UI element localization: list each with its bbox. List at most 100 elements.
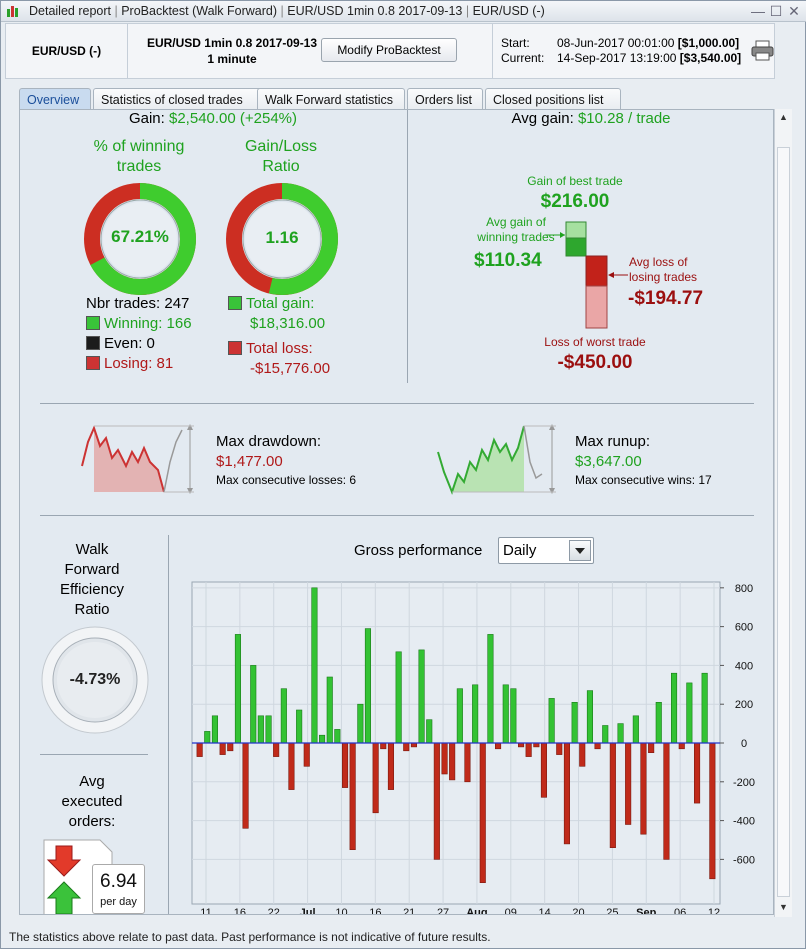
x-tick-label: 22: [268, 907, 280, 915]
window-title: Detailed report | ProBacktest (Walk Forw…: [29, 4, 545, 18]
bar: [464, 742, 471, 783]
vertical-divider: [407, 110, 408, 383]
scroll-up-arrow[interactable]: ▲: [779, 112, 788, 122]
bar: [196, 742, 203, 757]
bar: [701, 672, 708, 744]
total-loss-value: -$15,776.00: [250, 360, 331, 377]
best-trade-value: $216.00: [540, 191, 610, 212]
runup-sparkline: [437, 424, 556, 495]
bar: [563, 742, 571, 845]
winning-count: Winning: 166: [104, 315, 192, 332]
avg-orders-title: Avg executed orders:: [61, 773, 123, 830]
bar: [211, 715, 219, 744]
bar: [640, 742, 647, 835]
bar: [594, 742, 601, 750]
vertical-divider: [168, 535, 169, 914]
bar: [227, 742, 234, 752]
start-label: Start:: [501, 36, 530, 50]
x-tick-label: 12: [708, 907, 720, 915]
trade-range-diagram: [545, 221, 615, 329]
x-tick-label: 16: [369, 907, 381, 915]
bar: [548, 698, 555, 744]
x-tick-label: 11: [200, 907, 211, 915]
max-drawdown-value: $1,477.00: [216, 453, 283, 470]
bar: [349, 742, 356, 850]
start-capital: [$1,000.00]: [677, 36, 740, 50]
x-tick-label: Sep: [636, 907, 656, 915]
loss-swatch: [228, 341, 242, 355]
title-bar: Detailed report | ProBacktest (Walk Forw…: [1, 1, 806, 22]
bar: [273, 742, 280, 757]
total-gain-value: $18,316.00: [250, 315, 326, 332]
maximize-button[interactable]: ☐: [769, 3, 783, 19]
tab-statistics-closed-trades[interactable]: Statistics of closed trades: [93, 88, 269, 110]
trade-counts: Nbr trades: 247 Winning: 166 Even: 0 Los…: [86, 294, 192, 374]
per-day-label: per day: [100, 896, 137, 908]
bar: [403, 742, 410, 752]
tab-orders-list[interactable]: Orders list: [407, 88, 483, 110]
bar: [456, 688, 463, 744]
bar: [663, 742, 670, 860]
title-part: EUR/USD (-): [472, 4, 545, 18]
avg-gain-value: $10.28 / trade: [577, 110, 671, 127]
x-tick-label: Aug: [466, 907, 487, 915]
bar: [617, 723, 624, 744]
bar: [242, 742, 249, 829]
bar: [380, 742, 387, 750]
bar: [280, 688, 287, 744]
avg-loss-label: Avg loss of losing trades: [629, 255, 698, 284]
current-date: 14-Sep-2017 13:19:00: [557, 51, 677, 65]
x-tick-label: 20: [572, 907, 584, 915]
drawdown-sparkline: [81, 424, 194, 494]
even-swatch: [86, 336, 100, 350]
current-capital: [$3,540.00]: [679, 51, 742, 65]
bar: [342, 742, 349, 788]
best-trade-label: Gain of best trade: [527, 174, 623, 188]
wfe-value: -4.73%: [69, 671, 121, 688]
period-select-value: Daily: [503, 542, 537, 559]
tab-closed-positions-list[interactable]: Closed positions list: [485, 88, 621, 110]
close-button[interactable]: ✕: [788, 3, 800, 19]
section-divider: [40, 403, 754, 404]
winning-donut: [84, 183, 196, 295]
bar: [655, 702, 662, 744]
bar: [219, 742, 226, 755]
x-tick-label: 21: [403, 907, 415, 915]
bar: [487, 634, 494, 744]
gain-label: Gain:: [128, 110, 165, 127]
dates-block: Start: 08-Jun-2017 00:01:00 [$1,000.00] C…: [501, 36, 741, 66]
bar: [357, 703, 364, 744]
title-part: EUR/USD 1min 0.8 2017-09-13: [287, 4, 463, 18]
bar: [648, 742, 655, 753]
scroll-down-arrow[interactable]: ▼: [779, 902, 788, 912]
bar: [204, 731, 211, 744]
winning-swatch: [86, 316, 100, 330]
bar: [296, 709, 303, 744]
bar: [540, 742, 548, 798]
chevron-down-icon[interactable]: [569, 540, 591, 561]
bar: [670, 672, 678, 744]
losing-count: Losing: 81: [104, 355, 174, 372]
printer-icon[interactable]: [751, 40, 775, 68]
strategy-name: EUR/USD 1min 0.8 2017-09-13: [146, 36, 318, 50]
scroll-thumb[interactable]: [777, 147, 790, 897]
bar: [625, 742, 632, 825]
vertical-scrollbar[interactable]: ▲ ▼: [774, 109, 792, 917]
y-tick-label: -600: [733, 854, 755, 866]
bar: [426, 719, 433, 744]
x-tick-label: 09: [505, 907, 517, 915]
losing-swatch: [86, 356, 100, 370]
overview-panel: Gain: $2,540.00 (+254%) Avg gain: $10.28…: [19, 109, 774, 915]
period-select[interactable]: Daily: [498, 537, 594, 564]
bar: [579, 742, 586, 767]
winning-pct: 67.21%: [111, 227, 169, 246]
modify-probacktest-button[interactable]: Modify ProBacktest: [321, 38, 457, 62]
bar: [257, 715, 264, 744]
gross-performance-label: Gross performance: [354, 542, 483, 559]
bar: [395, 651, 402, 744]
minimize-button[interactable]: —: [751, 3, 765, 19]
x-tick-label: 27: [437, 907, 449, 915]
tab-walk-forward-statistics[interactable]: Walk Forward statistics: [257, 88, 405, 110]
x-tick-label: 25: [606, 907, 618, 915]
tab-overview[interactable]: Overview: [19, 88, 91, 110]
